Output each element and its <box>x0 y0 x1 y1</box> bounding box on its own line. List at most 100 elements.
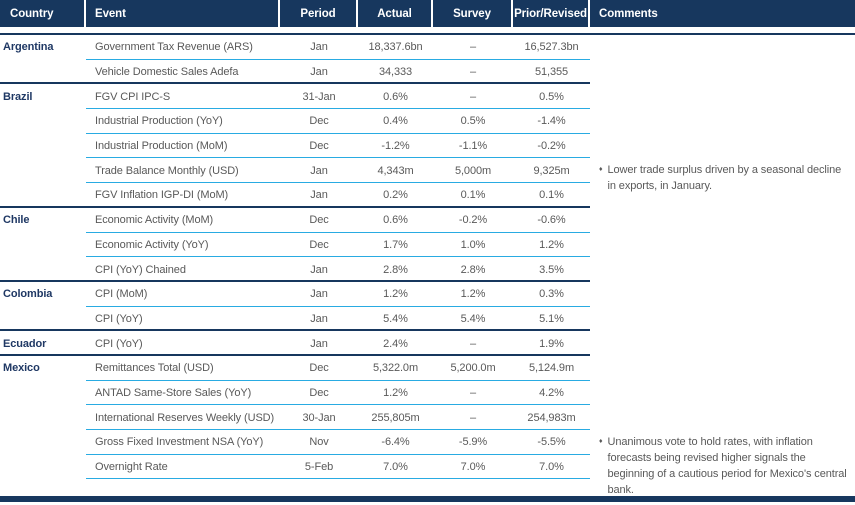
survey-cell: – <box>469 411 477 424</box>
country-cell: Brazil <box>3 90 33 103</box>
column-header-survey: Survey <box>433 0 513 27</box>
prior-revised-cell: 254,983m <box>527 411 576 424</box>
table-row: Colombia CPI (MoM) Jan 1.2% 1.2% 0.3% <box>0 282 855 307</box>
country-cell <box>0 233 86 258</box>
prior-revised-cell: 16,527.3bn <box>524 41 579 54</box>
table-row: Ecuador CPI (YoY) Jan 2.4% – 1.9% <box>0 331 855 356</box>
column-header-prior-revised: Prior/Revised <box>513 0 590 27</box>
survey-cell: 2.8% <box>460 263 486 276</box>
event-cell: Government Tax Revenue (ARS) <box>95 41 253 54</box>
actual-cell: 2.4% <box>383 337 408 350</box>
event-cell: FGV Inflation IGP-DI (MoM) <box>95 189 229 202</box>
table-row: Industrial Production (MoM) Dec -1.2% -1.1%… <box>0 134 855 159</box>
period-cell: 5-Feb <box>304 461 334 474</box>
comment-cell <box>590 208 855 233</box>
country-cell <box>0 134 86 159</box>
diamond-bullet-icon: ♦ <box>599 166 603 174</box>
prior-revised-cell: 51,355 <box>534 66 569 79</box>
event-cell: Gross Fixed Investment NSA (YoY) <box>95 436 264 449</box>
comment-cell <box>590 109 855 134</box>
country-cell <box>0 381 86 406</box>
prior-revised-cell: 9,325m <box>533 164 570 177</box>
comment-cell <box>590 183 855 208</box>
actual-cell: 5.4% <box>383 312 408 325</box>
country-cell: Chile <box>3 214 30 227</box>
table-row: CPI (YoY) Chained Jan 2.8% 2.8% 3.5% <box>0 257 855 282</box>
period-cell: Jan <box>310 66 328 79</box>
period-cell: 30-Jan <box>302 411 336 424</box>
table-row: Brazil FGV CPI IPC-S 31-Jan 0.6% – 0.5% <box>0 84 855 109</box>
actual-cell: 1.7% <box>383 238 408 251</box>
actual-cell: 0.2% <box>383 189 408 202</box>
comment-cell: ♦ Lower trade surplus driven by a seasona… <box>590 158 855 192</box>
comment-cell <box>590 307 855 332</box>
table-row: International Reserves Weekly (USD) 30-Ja… <box>0 405 855 430</box>
table-row: Trade Balance Monthly (USD) Jan 4,343m 5,00… <box>0 158 855 192</box>
period-cell: Jan <box>310 288 328 301</box>
survey-cell: 1.2% <box>460 288 486 301</box>
table-row: ANTAD Same-Store Sales (YoY) Dec 1.2% – 4.2% <box>0 381 855 406</box>
period-cell: Dec <box>309 115 329 128</box>
actual-cell: 1.2% <box>383 288 408 301</box>
survey-cell: – <box>469 337 477 350</box>
event-cell: Overnight Rate <box>95 461 168 474</box>
event-cell: CPI (YoY) Chained <box>95 263 186 276</box>
column-header-actual: Actual <box>358 0 433 27</box>
event-cell: ANTAD Same-Store Sales (YoY) <box>95 386 252 399</box>
comment-cell <box>590 257 855 282</box>
actual-cell: 0.6% <box>383 90 408 103</box>
country-cell <box>0 405 86 430</box>
period-cell: Dec <box>309 362 329 375</box>
period-cell: Jan <box>310 189 328 202</box>
table-row: Mexico Remittances Total (USD) Dec 5,322.0m… <box>0 356 855 381</box>
period-cell: Jan <box>310 164 328 177</box>
country-cell: Mexico <box>3 362 40 375</box>
country-cell <box>0 257 86 282</box>
period-cell: Dec <box>309 386 329 399</box>
table-bottom-border-bar <box>0 496 855 503</box>
survey-cell: 1.0% <box>460 238 486 251</box>
actual-cell: 2.8% <box>383 263 408 276</box>
comment-cell <box>590 282 855 307</box>
country-cell: Argentina <box>3 41 54 54</box>
comment-cell: ♦ Unanimous vote to hold rates, with infl… <box>590 430 855 496</box>
prior-revised-cell: 5.1% <box>539 312 564 325</box>
comment-text: Lower trade surplus driven by a seasonal… <box>607 164 842 193</box>
comment-cell <box>590 381 855 406</box>
prior-revised-cell: -1.4% <box>537 115 566 128</box>
period-cell: Jan <box>310 337 328 350</box>
country-cell <box>0 430 86 455</box>
survey-cell: -5.9% <box>458 436 488 449</box>
column-header-event: Event <box>86 0 280 27</box>
prior-revised-cell: -0.6% <box>537 214 566 227</box>
column-header-country: Country <box>0 0 86 27</box>
prior-revised-cell: 0.5% <box>539 90 564 103</box>
table-row: CPI (YoY) Jan 5.4% 5.4% 5.1% <box>0 307 855 332</box>
event-cell: Industrial Production (MoM) <box>95 140 228 153</box>
survey-cell: -0.2% <box>458 214 488 227</box>
comment-cell <box>590 356 855 381</box>
prior-revised-cell: 1.2% <box>539 238 564 251</box>
period-cell: Dec <box>309 140 329 153</box>
event-cell: FGV CPI IPC-S <box>95 90 171 103</box>
comment-cell <box>590 331 855 356</box>
comment-cell <box>590 405 855 430</box>
event-cell: Trade Balance Monthly (USD) <box>95 164 239 177</box>
actual-cell: 4,343m <box>377 164 414 177</box>
event-cell: CPI (YoY) <box>95 312 143 325</box>
table-row: Vehicle Domestic Sales Adefa Jan 34,333 – 51… <box>0 60 855 85</box>
survey-cell: -1.1% <box>458 140 488 153</box>
prior-revised-cell: 7.0% <box>539 461 564 474</box>
country-cell <box>0 455 86 480</box>
table-row: Industrial Production (YoY) Dec 0.4% 0.5% -1… <box>0 109 855 134</box>
prior-revised-cell: 0.3% <box>539 288 564 301</box>
period-cell: Nov <box>309 436 329 449</box>
survey-cell: – <box>469 66 477 79</box>
prior-revised-cell: 0.1% <box>539 189 564 202</box>
table-body: Argentina Government Tax Revenue (ARS) Jan… <box>0 35 855 496</box>
country-cell <box>0 307 86 332</box>
prior-revised-cell: 5,124.9m <box>528 362 575 375</box>
comment-cell <box>590 233 855 258</box>
survey-cell: – <box>469 386 477 399</box>
country-cell <box>0 109 86 134</box>
